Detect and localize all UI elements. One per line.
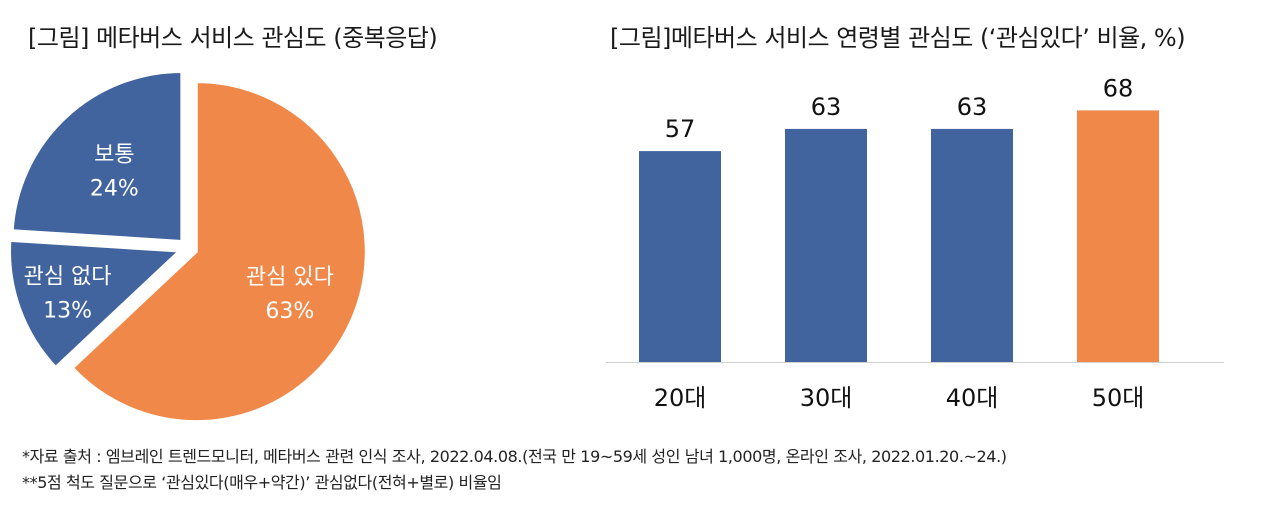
source-note: *자료 출처 : 엠브레인 트렌드모니터, 메타버스 관련 인식 조사, 202… (22, 447, 1007, 466)
pie-slice-label: 관심 있다 (246, 265, 334, 290)
pie-slice-value: 63% (265, 299, 314, 324)
x-tick-label: 50대 (1092, 384, 1145, 412)
footnotes: *자료 출처 : 엠브레인 트렌드모니터, 메타버스 관련 인식 조사, 202… (22, 444, 1007, 496)
age-interest-bar-chart: 57 20대 63 30대 63 40대 68 50대 (606, 74, 1224, 412)
bar-20대 (639, 151, 721, 362)
pie-slice-2 (10, 69, 184, 244)
pie-slice-label: 보통 (94, 143, 134, 168)
pie-slice-0 (70, 80, 368, 424)
x-tick-label: 30대 (800, 384, 853, 412)
pie-slice-1 (8, 238, 184, 370)
method-note: **5점 척도 질문으로 ‘관심있다(매우+약간)’ 관심없다(전혀+별로) 비… (22, 473, 502, 492)
bar-value-label: 63 (957, 93, 988, 121)
bar-50대 (1077, 110, 1159, 363)
pie-slice-value: 24% (90, 177, 139, 202)
x-tick-label: 20대 (654, 384, 707, 412)
pie-chart-title: [그림] 메타버스 서비스 관심도 (중복응답) (28, 24, 438, 52)
bar-30대 (785, 128, 867, 362)
pie-slice-label: 관심 없다 (24, 264, 112, 289)
pie-slice-value: 13% (43, 298, 92, 323)
bar-chart-title: [그림]메타버스 서비스 연령별 관심도 (‘관심있다’ 비율, %) (610, 24, 1186, 52)
interest-pie-chart: 관심 있다 63% 관심 없다 13% 보통 24% (8, 69, 368, 424)
x-tick-label: 40대 (946, 384, 999, 412)
bar-value-label: 57 (665, 115, 696, 143)
bar-value-label: 63 (811, 93, 842, 121)
bar-value-label: 68 (1103, 74, 1134, 102)
bar-40대 (931, 128, 1013, 362)
